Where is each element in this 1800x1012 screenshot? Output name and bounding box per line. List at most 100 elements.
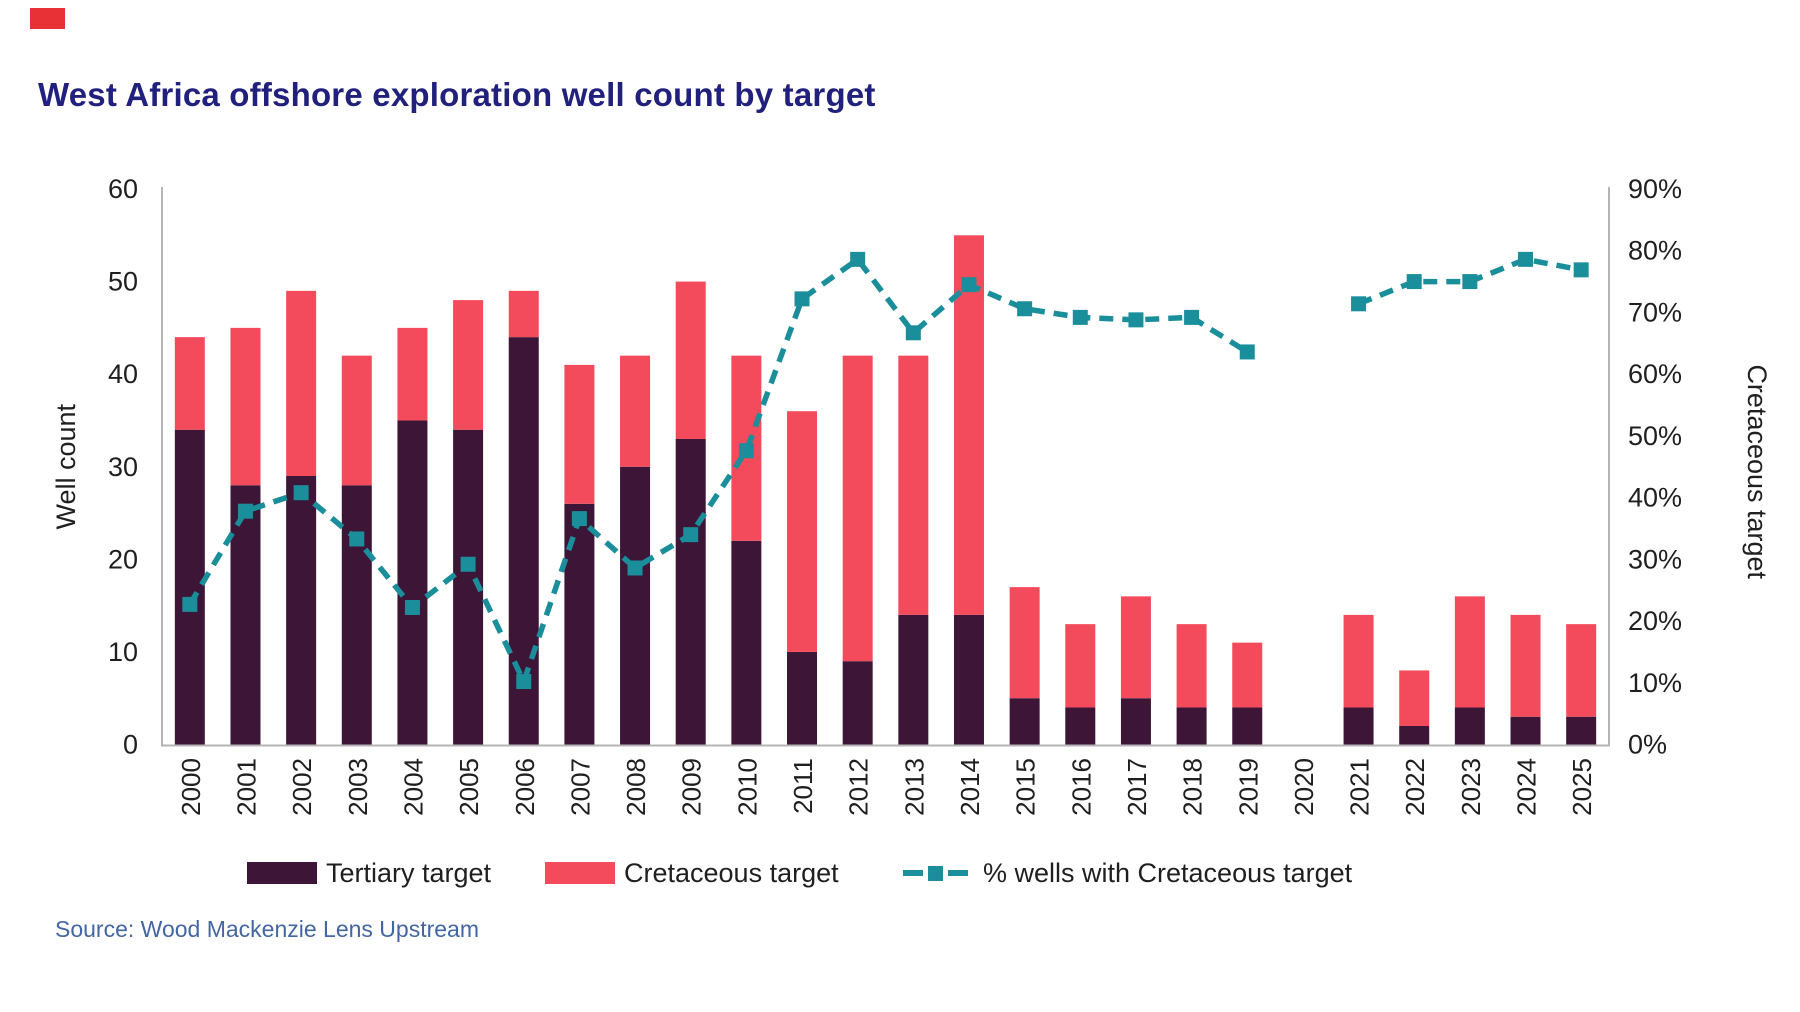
left-axis-tick-label: 50 (108, 267, 138, 297)
percent-line (187, 256, 1249, 685)
bar-tertiary-2010 (731, 540, 762, 745)
line-marker-2009 (683, 527, 699, 543)
bar-cretaceous-2011 (787, 411, 818, 652)
left-axis-tick-label: 0 (123, 730, 138, 760)
right-axis-tick-label: 70% (1628, 297, 1682, 327)
bar-tertiary-2004 (397, 420, 428, 745)
bar-tertiary-2016 (1065, 707, 1096, 745)
x-axis-year-label: 2012 (844, 758, 874, 816)
right-axis-tick-label: 40% (1628, 483, 1682, 513)
bar-cretaceous-2002 (286, 290, 317, 477)
bar-cretaceous-2004 (397, 327, 428, 421)
line-marker-2025 (1573, 262, 1589, 278)
right-axis-tick-label: 0% (1628, 730, 1667, 760)
line-marker-2024 (1518, 251, 1534, 267)
legend-label-tertiary-target: Tertiary target (326, 857, 492, 888)
x-axis-year-label: 2004 (398, 758, 428, 816)
legend-label-cretaceous-target: Cretaceous target (624, 857, 839, 888)
line-marker-2011 (794, 291, 810, 307)
left-axis-tick-label: 10 (108, 637, 138, 667)
x-axis-year-label: 2016 (1066, 758, 1096, 816)
legend-item-tertiary-target: Tertiary target (247, 854, 491, 892)
x-axis-year-label: 2017 (1122, 758, 1152, 816)
line-marker-2004 (404, 599, 420, 615)
x-axis-year-label: 2006 (510, 758, 540, 816)
x-axis-year-label: 2022 (1400, 758, 1430, 816)
bar-cretaceous-2025 (1566, 624, 1597, 717)
x-axis-year-label: 2007 (565, 758, 595, 816)
x-axis-year-label: 2023 (1456, 758, 1486, 816)
right-axis-tick-label: 60% (1628, 359, 1682, 389)
chart-legend: Tertiary target Cretaceous target % well… (0, 854, 1800, 892)
right-axis-tick-label: 10% (1628, 668, 1682, 698)
x-axis-year-label: 2000 (176, 758, 206, 816)
bar-cretaceous-2024 (1510, 614, 1541, 717)
x-axis-year-label: 2013 (899, 758, 929, 816)
x-axis-year-label: 2019 (1233, 758, 1263, 816)
bar-tertiary-2008 (620, 466, 651, 745)
right-axis-tick-label: 20% (1628, 606, 1682, 636)
bar-cretaceous-2015 (1009, 587, 1040, 699)
x-axis-year-label: 2002 (287, 758, 317, 816)
legend-item-cretaceous-target: Cretaceous target (545, 854, 839, 892)
x-axis-year-label: 2024 (1512, 758, 1542, 816)
bar-tertiary-2019 (1232, 707, 1263, 745)
chart-title: West Africa offshore exploration well co… (38, 76, 876, 113)
line-marker-2022 (1406, 274, 1422, 290)
right-axis-tick-label: 30% (1628, 544, 1682, 574)
x-axis-year-label: 2021 (1345, 758, 1375, 816)
line-marker-2019 (1239, 344, 1255, 360)
line-marker-2018 (1184, 309, 1200, 325)
bar-cretaceous-2005 (453, 300, 484, 430)
x-axis-year-label: 2020 (1289, 758, 1319, 816)
bar-cretaceous-2012 (842, 355, 873, 662)
bar-cretaceous-2009 (675, 281, 706, 439)
bar-tertiary-2011 (787, 651, 818, 745)
left-axis-tick-label: 40 (108, 359, 138, 389)
right-axis-title: Cretaceous target (1742, 364, 1772, 579)
line-marker-2001 (237, 503, 253, 519)
line-marker-2012 (850, 251, 866, 267)
x-axis-year-label: 2015 (1011, 758, 1041, 816)
x-axis-year-label: 2003 (343, 758, 373, 816)
source-note: Source: Wood Mackenzie Lens Upstream (55, 916, 479, 942)
bar-tertiary-2002 (286, 476, 317, 745)
bar-cretaceous-2021 (1343, 614, 1374, 708)
line-marker-2014 (961, 277, 977, 293)
bar-tertiary-2000 (174, 429, 205, 745)
x-axis-year-label: 2011 (788, 758, 818, 814)
bar-tertiary-2009 (675, 438, 706, 745)
bar-tertiary-2013 (898, 614, 929, 745)
bar-tertiary-2017 (1120, 698, 1151, 745)
bar-cretaceous-2008 (620, 355, 651, 467)
right-axis-tick-label: 80% (1628, 236, 1682, 266)
bar-tertiary-2023 (1454, 707, 1485, 745)
dashed-line-marker-icon (900, 865, 971, 881)
line-marker-2008 (627, 560, 643, 576)
legend-item-percent-line: % wells with Cretaceous target (900, 854, 1352, 892)
bar-cretaceous-2017 (1120, 596, 1151, 699)
left-axis-title: Well count (51, 403, 81, 529)
x-axis-year-label: 2018 (1178, 758, 1208, 816)
bar-cretaceous-2000 (174, 337, 205, 430)
left-axis-tick-label: 60 (108, 174, 138, 204)
bar-cretaceous-2001 (230, 327, 261, 486)
bar-cretaceous-2023 (1454, 596, 1485, 708)
left-axis-tick-label: 20 (108, 544, 138, 574)
bar-cretaceous-2016 (1065, 624, 1096, 708)
bar-tertiary-2007 (564, 503, 595, 745)
line-marker-2003 (349, 531, 365, 547)
bar-cretaceous-2003 (341, 355, 372, 486)
x-axis-year-label: 2009 (677, 758, 707, 816)
bar-tertiary-2021 (1343, 707, 1374, 745)
line-marker-2013 (905, 325, 921, 341)
bar-tertiary-2025 (1566, 716, 1597, 745)
bar-cretaceous-2019 (1232, 642, 1263, 708)
bar-cretaceous-2006 (508, 290, 539, 338)
bar-tertiary-2014 (953, 614, 984, 745)
line-marker-2002 (293, 485, 309, 501)
left-axis-tick-label: 30 (108, 452, 138, 482)
bar-tertiary-2001 (230, 485, 261, 745)
